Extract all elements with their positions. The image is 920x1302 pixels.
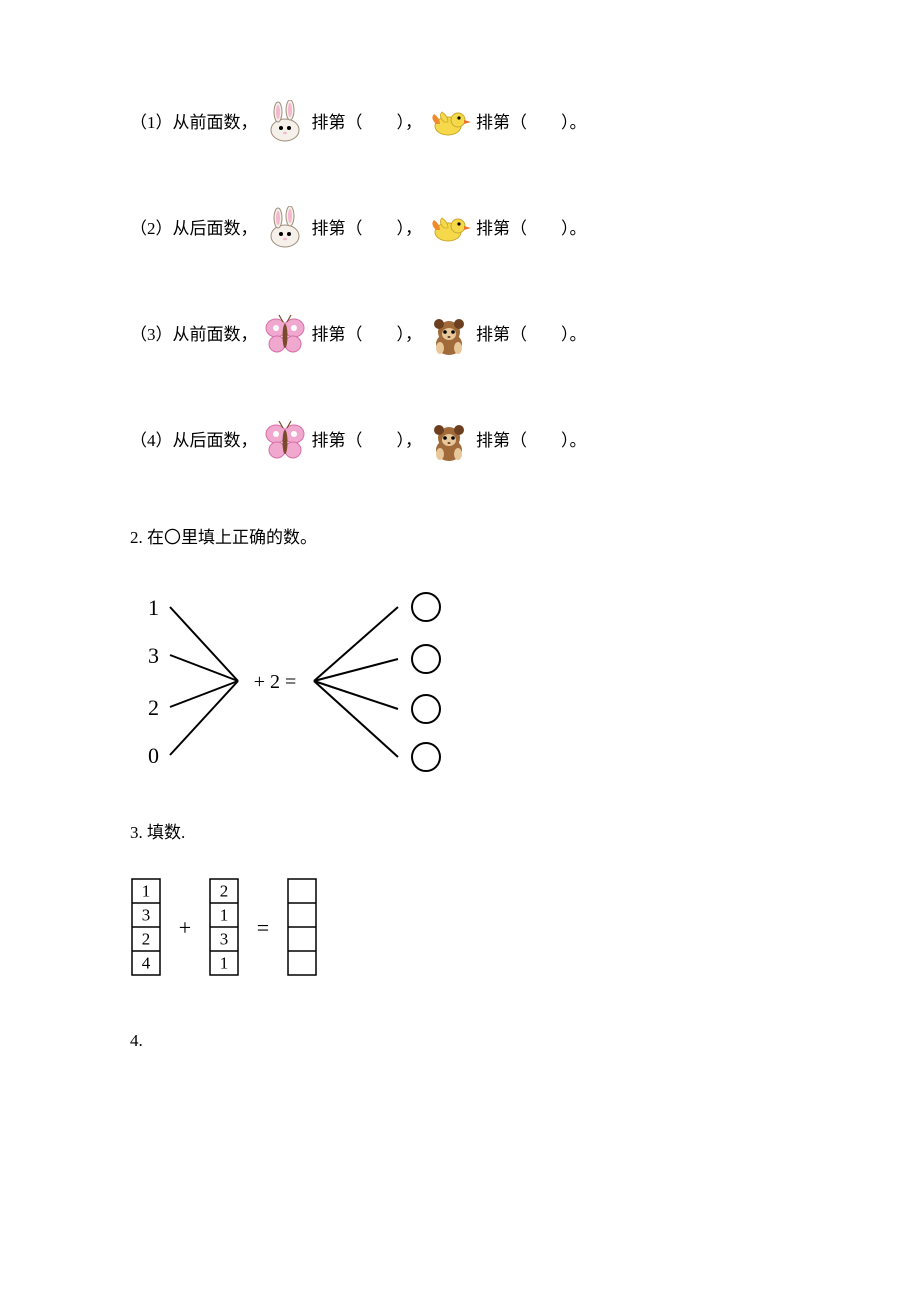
svg-text:=: = <box>257 915 269 940</box>
svg-text:2: 2 <box>148 695 159 720</box>
q1-row-mid: 排第（ ）， <box>312 321 423 348</box>
q1-row-4: （4） 从后面数， 排第（ ）， <box>130 418 790 464</box>
q1-row-prefix: 从前面数， <box>173 321 258 348</box>
q1-row-suffix: 排第（ ）。 <box>476 215 587 242</box>
butterfly-icon <box>262 418 308 464</box>
q1-row-3: （3） 从前面数， 排第（ ）， <box>130 312 790 358</box>
svg-text:0: 0 <box>148 743 159 768</box>
q1-row-mid: 排第（ ）， <box>312 427 423 454</box>
squirrel-icon <box>426 418 472 464</box>
bird-icon <box>426 100 472 146</box>
q1-row-prefix: 从后面数， <box>173 215 258 242</box>
rabbit-icon <box>262 206 308 252</box>
q1-row-suffix: 排第（ ）。 <box>476 427 587 454</box>
q1-row-suffix: 排第（ ）。 <box>476 321 587 348</box>
svg-text:4: 4 <box>142 953 151 972</box>
q1-row-prefix: 从后面数， <box>173 427 258 454</box>
svg-text:1: 1 <box>148 595 159 620</box>
svg-text:2: 2 <box>142 929 151 948</box>
svg-text:1: 1 <box>220 953 229 972</box>
squirrel-icon <box>426 312 472 358</box>
rabbit-icon <box>262 100 308 146</box>
svg-text:1: 1 <box>142 881 151 900</box>
q2-diagram: 1 3 2 0 + 2 = <box>130 581 790 789</box>
q1-row-2: （2） 从后面数， 排第（ ）， <box>130 206 790 252</box>
svg-text:+: + <box>179 915 191 940</box>
svg-text:3: 3 <box>220 929 229 948</box>
svg-text:3: 3 <box>148 643 159 668</box>
svg-text:+ 2 =: + 2 = <box>254 671 297 693</box>
q2-title: 2. 在〇里填上正确的数。 <box>130 524 790 551</box>
q1-row-suffix: 排第（ ）。 <box>476 109 587 136</box>
q1-row-num: （2） <box>130 215 173 242</box>
q3-diagram: 1 3 2 4 +2 1 3 1 = <box>130 877 790 987</box>
q1-row-num: （4） <box>130 427 173 454</box>
q1-row-num: （1） <box>130 109 173 136</box>
svg-text:2: 2 <box>220 881 229 900</box>
q1-block: （1） 从前面数， 排第（ ）， <box>130 100 790 464</box>
q4-title: 4. <box>130 1027 790 1054</box>
q1-row-mid: 排第（ ）， <box>312 109 423 136</box>
q2-fan-diagram: 1 3 2 0 + 2 = <box>130 581 460 781</box>
q1-row-prefix: 从前面数， <box>173 109 258 136</box>
q3-title: 3. 填数. <box>130 819 790 846</box>
q1-row-1: （1） 从前面数， 排第（ ）， <box>130 100 790 146</box>
worksheet-page: （1） 从前面数， 排第（ ）， <box>0 0 920 1302</box>
q1-row-mid: 排第（ ）， <box>312 215 423 242</box>
svg-text:1: 1 <box>220 905 229 924</box>
svg-text:3: 3 <box>142 905 151 924</box>
butterfly-icon <box>262 312 308 358</box>
bird-icon <box>426 206 472 252</box>
q3-column-addition: 1 3 2 4 +2 1 3 1 = <box>130 877 320 979</box>
q1-row-num: （3） <box>130 321 173 348</box>
